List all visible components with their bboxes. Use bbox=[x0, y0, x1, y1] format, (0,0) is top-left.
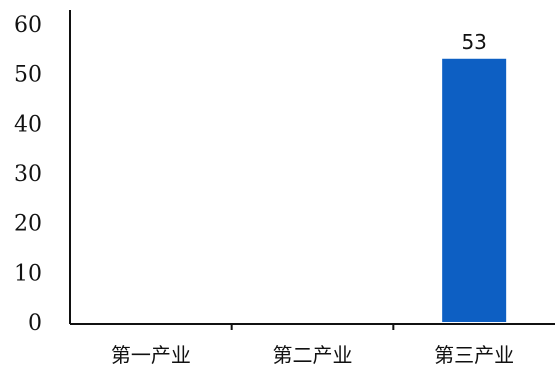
x-tick-label: 第三产业 bbox=[434, 343, 514, 367]
x-tick-label: 第二产业 bbox=[273, 343, 353, 367]
y-tick-label: 30 bbox=[14, 162, 42, 187]
x-tick-label: 第一产业 bbox=[111, 343, 191, 367]
data-labels: 53 bbox=[461, 30, 486, 54]
bar-value-label: 53 bbox=[461, 30, 486, 54]
bars bbox=[442, 58, 507, 323]
y-tick-label: 0 bbox=[28, 311, 42, 336]
x-axis: 第一产业 第二产业 第三产业 bbox=[70, 323, 555, 367]
y-axis: 0 10 20 30 40 50 60 bbox=[14, 10, 71, 336]
y-tick-label: 40 bbox=[14, 112, 42, 137]
y-tick-label: 50 bbox=[14, 63, 42, 88]
y-tick-label: 20 bbox=[14, 212, 42, 237]
bar bbox=[442, 58, 507, 323]
y-tick-label: 60 bbox=[14, 13, 42, 38]
y-tick-label: 10 bbox=[14, 261, 42, 286]
